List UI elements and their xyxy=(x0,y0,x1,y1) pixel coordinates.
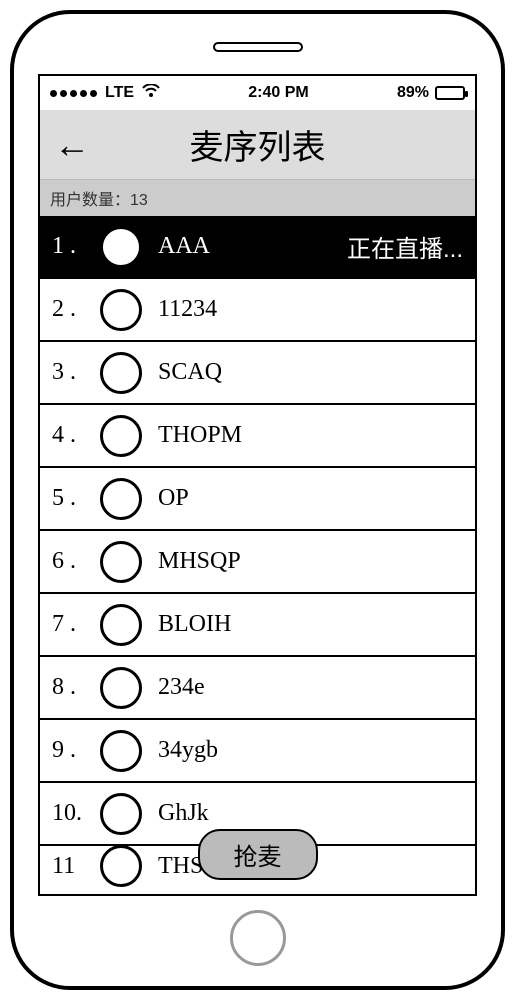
list-item[interactable]: 6 . MHSQP xyxy=(40,531,475,594)
battery-percent: 89% xyxy=(397,84,429,102)
list-item-index: 11 xyxy=(52,853,100,880)
list-item-index: 1 . xyxy=(52,233,100,260)
list-item[interactable]: 8 . 234e xyxy=(40,657,475,720)
carrier-label: LTE xyxy=(105,84,134,102)
avatar-icon xyxy=(100,352,142,394)
list-item-index: 4 . xyxy=(52,422,100,449)
screen: LTE 2:40 PM 89% ← 麦序列表 xyxy=(38,74,477,896)
avatar-icon xyxy=(100,730,142,772)
status-time: 2:40 PM xyxy=(248,84,308,102)
status-bar: LTE 2:40 PM 89% xyxy=(40,76,475,110)
list-item-index: 6 . xyxy=(52,548,100,575)
user-count-label: 用户数量： xyxy=(50,192,130,209)
mic-queue-list[interactable]: 1 . AAA 正在直播... 2 . 11234 3 . SCAQ 4 . T… xyxy=(40,216,475,894)
page-title: 麦序列表 xyxy=(40,120,475,169)
avatar-icon xyxy=(100,289,142,331)
avatar-icon xyxy=(100,478,142,520)
list-item-name: GhJk xyxy=(158,800,463,827)
home-button[interactable] xyxy=(230,910,286,966)
list-item-index: 5 . xyxy=(52,485,100,512)
list-item-index: 8 . xyxy=(52,674,100,701)
user-count-value: 13 xyxy=(130,192,148,209)
list-item-index: 10. xyxy=(52,800,100,827)
signal-dots-icon xyxy=(50,90,97,97)
avatar-icon xyxy=(100,226,142,268)
avatar-icon xyxy=(100,845,142,887)
list-item[interactable]: 5 . OP xyxy=(40,468,475,531)
phone-speaker xyxy=(213,42,303,52)
list-item-index: 3 . xyxy=(52,359,100,386)
battery-icon xyxy=(435,86,465,100)
avatar-icon xyxy=(100,667,142,709)
back-arrow-icon[interactable]: ← xyxy=(54,127,90,163)
live-status-label: 正在直播... xyxy=(347,229,463,264)
list-item-name: MHSQP xyxy=(158,548,463,575)
list-item[interactable]: 3 . SCAQ xyxy=(40,342,475,405)
list-item[interactable]: 9 . 34ygb xyxy=(40,720,475,783)
avatar-icon xyxy=(100,415,142,457)
list-item-name: THOPM xyxy=(158,422,463,449)
list-item-name: BLOIH xyxy=(158,611,463,638)
list-item-name: OP xyxy=(158,485,463,512)
status-left: LTE xyxy=(50,84,160,103)
list-item-name: AAA xyxy=(158,233,347,260)
list-item-name: 11234 xyxy=(158,296,463,323)
avatar-icon xyxy=(100,793,142,835)
list-item-name: SCAQ xyxy=(158,359,463,386)
list-item-name: 34ygb xyxy=(158,737,463,764)
list-item-name: 234e xyxy=(158,674,463,701)
grab-mic-label: 抢麦 xyxy=(234,844,282,871)
user-count-bar: 用户数量：13 xyxy=(40,180,475,216)
wifi-icon xyxy=(142,84,160,103)
avatar-icon xyxy=(100,604,142,646)
list-item[interactable]: 2 . 11234 xyxy=(40,279,475,342)
phone-frame: LTE 2:40 PM 89% ← 麦序列表 xyxy=(10,10,505,990)
grab-mic-button[interactable]: 抢麦 xyxy=(198,829,318,880)
avatar-icon xyxy=(100,541,142,583)
list-item[interactable]: 4 . THOPM xyxy=(40,405,475,468)
list-item-index: 7 . xyxy=(52,611,100,638)
list-item[interactable]: 7 . BLOIH xyxy=(40,594,475,657)
list-item-index: 2 . xyxy=(52,296,100,323)
header-bar: ← 麦序列表 xyxy=(40,110,475,180)
status-right: 89% xyxy=(397,84,465,102)
list-item-index: 9 . xyxy=(52,737,100,764)
list-item[interactable]: 1 . AAA 正在直播... xyxy=(40,216,475,279)
